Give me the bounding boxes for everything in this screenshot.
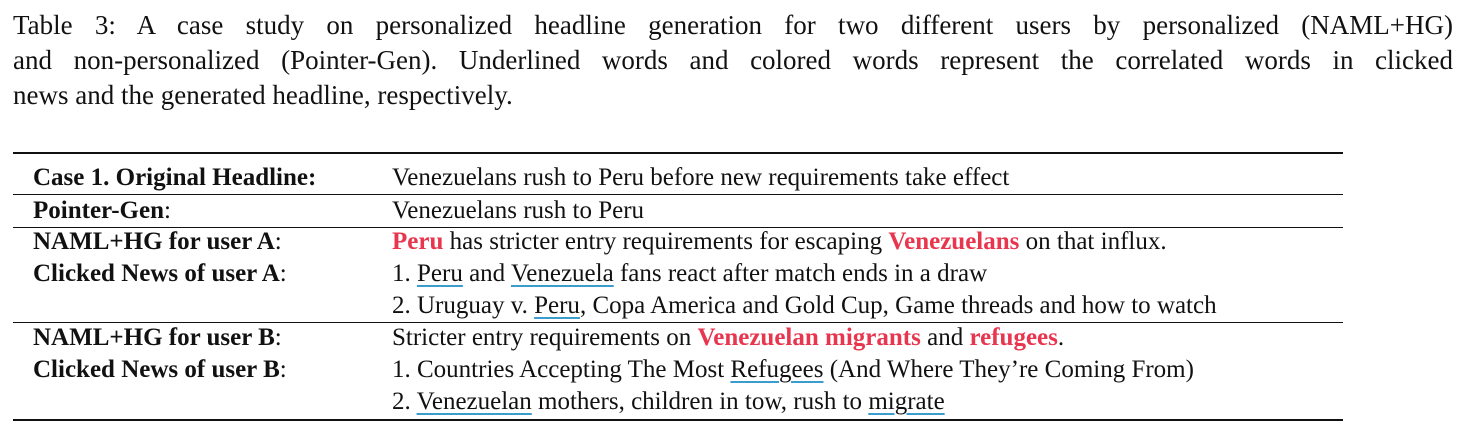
row-content: Venezuelans rush to Peru — [392, 195, 644, 227]
caption-line: Table 3: A case study on personalized he… — [13, 10, 1453, 40]
row-label-colon: : — [274, 324, 282, 351]
underlined-word: Peru — [417, 260, 463, 287]
table-row: Case 1. Original Headline: Venezuelans r… — [33, 162, 1343, 194]
row-label-colon: : — [163, 197, 171, 224]
table-row: 2. Venezuelan mothers, children in tow, … — [33, 386, 1343, 418]
text-segment: 2. — [392, 388, 417, 415]
table-top-rule — [13, 152, 1343, 154]
table-row: Pointer-Gen: Venezuelans rush to Peru — [33, 195, 1343, 227]
underlined-word: Peru — [534, 292, 580, 319]
underlined-word: Venezuelan — [416, 388, 532, 415]
table-bottom-rule — [13, 419, 1343, 421]
text-segment: 2. Uruguay v. — [392, 292, 535, 319]
highlighted-word: Peru — [392, 228, 444, 255]
underlined-word: migrate — [868, 388, 945, 415]
text-segment: 1. — [392, 260, 417, 287]
row-label: Pointer-Gen: — [33, 195, 171, 227]
text-segment: (And Where They’re Coming From) — [823, 356, 1194, 383]
text-segment: and — [920, 324, 970, 351]
table-row: 2. Uruguay v. Peru, Copa America and Gol… — [33, 290, 1343, 322]
text-segment: Venezuelans rush to Peru — [392, 197, 645, 224]
table-row: Clicked News of user B: 1. Countries Acc… — [33, 354, 1343, 386]
row-label-text: NAML+HG for user A — [33, 228, 275, 255]
row-content: 1. Peru and Venezuela fans react after m… — [392, 258, 987, 290]
row-label-colon: : — [279, 260, 287, 287]
table-row: Clicked News of user A: 1. Peru and Vene… — [33, 258, 1343, 290]
underlined-word: Refugees — [730, 356, 824, 383]
row-divider — [13, 227, 1343, 228]
text-segment: , Copa America and Gold Cup, Game thread… — [579, 292, 1217, 319]
row-content: 2. Uruguay v. Peru, Copa America and Gol… — [392, 290, 1217, 322]
row-label: Clicked News of user A: — [33, 258, 287, 290]
highlighted-word: Venezuelans — [888, 228, 1020, 255]
caption-line: news and the generated headline, respect… — [13, 80, 513, 110]
table-caption: Table 3: A case study on personalized he… — [13, 8, 1453, 113]
text-segment: on that influx. — [1019, 228, 1167, 255]
row-label-text: Case 1. Original Headline: — [33, 164, 317, 191]
text-segment: Venezuelans rush to Peru before new requ… — [392, 164, 1010, 191]
row-label: Case 1. Original Headline: — [33, 162, 316, 194]
row-content: 2. Venezuelan mothers, children in tow, … — [392, 386, 945, 418]
row-divider — [13, 194, 1343, 195]
row-content: Peru has stricter entry requirements for… — [392, 226, 1167, 258]
row-label-colon: : — [274, 228, 282, 255]
row-content: 1. Countries Accepting The Most Refugees… — [392, 354, 1194, 386]
row-label-text: NAML+HG for user B — [33, 324, 275, 351]
table-row: NAML+HG for user B: Stricter entry requi… — [33, 322, 1343, 354]
text-segment: mothers, children in tow, rush to — [531, 388, 869, 415]
row-label-colon: : — [279, 356, 287, 383]
text-segment: Stricter entry requirements on — [392, 324, 698, 351]
row-label: Clicked News of user B: — [33, 354, 287, 386]
text-segment: . — [1057, 324, 1065, 351]
row-label: NAML+HG for user B: — [33, 322, 282, 354]
text-segment: fans react after match ends in a draw — [613, 260, 988, 287]
underlined-word: Venezuela — [510, 260, 614, 287]
text-segment: 1. Countries Accepting The Most — [392, 356, 731, 383]
caption-line: and non-personalized (Pointer-Gen). Unde… — [13, 45, 1453, 75]
row-label: NAML+HG for user A: — [33, 226, 282, 258]
row-label-text: Clicked News of user B — [33, 356, 280, 383]
row-content: Venezuelans rush to Peru before new requ… — [392, 162, 1009, 194]
row-label-text: Pointer-Gen — [33, 197, 164, 224]
row-content: Stricter entry requirements on Venezuela… — [392, 322, 1064, 354]
text-segment: and — [462, 260, 511, 287]
text-segment: has stricter entry requirements for esca… — [443, 228, 889, 255]
highlighted-word: Venezuelan migrants — [697, 324, 921, 351]
table-row: NAML+HG for user A: Peru has stricter en… — [33, 226, 1343, 258]
row-label-text: Clicked News of user A — [33, 260, 280, 287]
row-divider — [13, 322, 1343, 323]
highlighted-word: refugees — [969, 324, 1058, 351]
